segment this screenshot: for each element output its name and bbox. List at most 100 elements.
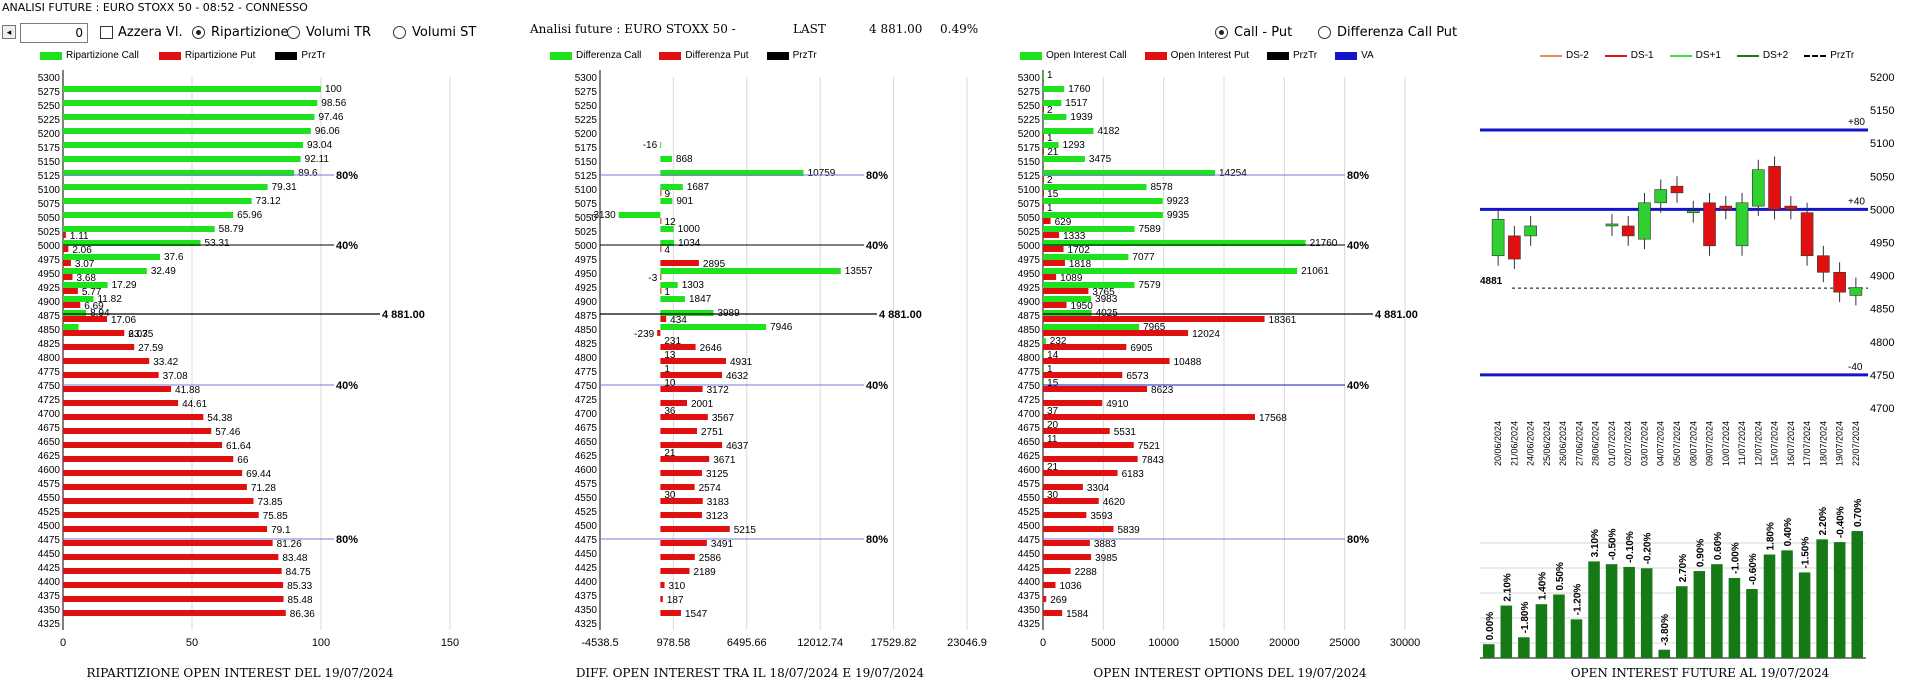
put-value-label: 12024 — [1192, 329, 1220, 340]
radio-volumi-tr[interactable]: Volumi TR — [287, 22, 371, 42]
put-value-label: 15 — [1047, 189, 1059, 200]
put-value-label: 21 — [1047, 147, 1059, 158]
call-bar — [1043, 254, 1129, 260]
strike-label: 4700 — [1018, 409, 1041, 420]
put-bar — [1043, 372, 1123, 378]
put-value-label: 73.85 — [258, 497, 283, 508]
call-value-label: 1760 — [1068, 84, 1091, 95]
call-value-label: 36 — [664, 406, 676, 417]
legend-c3: Open Interest Call Open Interest Put Prz… — [1020, 50, 1374, 61]
strike-label: 4950 — [38, 269, 61, 280]
legend-swatch — [158, 51, 181, 60]
put-bar — [660, 442, 723, 448]
x-tick-label: 10000 — [1148, 637, 1179, 649]
put-value-label: 3671 — [713, 455, 736, 466]
put-bar — [660, 274, 662, 280]
put-bar — [1043, 218, 1051, 224]
azzera-checkbox[interactable]: Azzera Vl. — [100, 22, 183, 42]
put-value-label: 6573 — [1126, 371, 1149, 382]
strike-label: 5150 — [1018, 157, 1041, 168]
strike-label: 4475 — [575, 535, 598, 546]
candle-body — [1605, 223, 1619, 227]
radio-call-put[interactable]: Call - Put — [1215, 22, 1292, 42]
oi-future-label: -0.20% — [1643, 533, 1654, 565]
date-label: 04/07/2024 — [1656, 421, 1666, 466]
put-bar — [63, 414, 204, 420]
put-bar — [660, 344, 696, 350]
strike-label: 4500 — [1018, 521, 1041, 532]
put-bar — [63, 372, 159, 378]
radio-icon[interactable] — [1215, 25, 1228, 39]
y-tick-label: 5000 — [1870, 204, 1894, 216]
put-bar — [660, 246, 662, 252]
legend-c2: Differenza Call Differenza Put PrzTr — [550, 50, 817, 61]
strike-label: 4625 — [38, 451, 61, 462]
level-label: 40% — [336, 240, 358, 252]
call-value-label: 1 — [1047, 70, 1053, 81]
put-bar — [1043, 442, 1134, 448]
call-bar — [1043, 296, 1092, 302]
radio-icon[interactable] — [393, 25, 406, 39]
call-bar — [63, 212, 234, 218]
put-value-label: 1 — [664, 287, 670, 298]
date-label: 16/07/2024 — [1786, 421, 1796, 466]
oi-future-label: 1.40% — [1537, 572, 1548, 600]
strike-label: 4875 — [38, 311, 61, 322]
call-value-label: 58.79 — [219, 224, 244, 235]
put-value-label: 5.77 — [82, 287, 102, 298]
spin-arrow-icon[interactable]: ◂ — [2, 25, 16, 39]
strike-label: 4975 — [575, 255, 598, 266]
oi-future-bar — [1553, 594, 1565, 658]
call-bar — [1043, 338, 1046, 344]
call-bar — [660, 184, 683, 190]
put-bar — [1043, 400, 1103, 406]
call-bar — [660, 282, 678, 288]
put-value-label: 75.85 — [263, 511, 288, 522]
radio-volumi-st-label: Volumi ST — [412, 24, 477, 40]
put-bar — [63, 344, 135, 350]
strike-label: 5150 — [575, 157, 598, 168]
oi-future-bar — [1781, 550, 1793, 658]
put-value-label: 1584 — [1066, 609, 1089, 620]
call-bar — [660, 170, 804, 176]
put-bar — [1043, 274, 1057, 280]
put-value-label: 5215 — [734, 525, 757, 536]
strike-label: 4725 — [38, 395, 61, 406]
date-label: 28/06/2024 — [1591, 421, 1601, 466]
candle-body — [1719, 205, 1733, 210]
checkbox-icon[interactable] — [100, 25, 113, 39]
x-tick-label: 20000 — [1269, 637, 1300, 649]
put-value-label: 17568 — [1259, 413, 1287, 424]
strike-label: 4375 — [1018, 591, 1041, 602]
legend-swatch — [1020, 51, 1042, 60]
put-bar — [657, 330, 661, 336]
put-value-label: 3125 — [706, 469, 729, 480]
call-bar — [1043, 72, 1044, 78]
radio-call-put-label: Call - Put — [1234, 24, 1293, 40]
put-value-label: 85.48 — [288, 595, 313, 606]
legend-label: PrzTr — [792, 50, 817, 61]
radio-ripartizione[interactable]: Ripartizione — [192, 22, 289, 42]
value-input[interactable]: 0 — [20, 23, 88, 43]
put-value-label: 4931 — [730, 357, 753, 368]
oi-future-label: -1.50% — [1801, 537, 1812, 569]
radio-diff-call-put[interactable]: Differenza Call Put — [1318, 22, 1457, 42]
strike-label: 5250 — [575, 101, 598, 112]
radio-icon[interactable] — [192, 25, 205, 39]
y-tick-label: 4850 — [1870, 304, 1894, 316]
level-label: 40% — [1347, 240, 1369, 252]
call-bar — [63, 86, 321, 92]
radio-icon[interactable] — [1318, 25, 1331, 39]
call-value-label: 7589 — [1139, 224, 1162, 235]
oi-future-bar — [1851, 531, 1863, 658]
y-tick-label: 4700 — [1870, 403, 1894, 415]
put-value-label: 17.06 — [111, 315, 136, 326]
call-value-label: 9923 — [1167, 196, 1190, 207]
put-value-label: 4 — [664, 245, 670, 256]
put-value-label: 86.36 — [290, 609, 315, 620]
put-value-label: 1 — [1047, 203, 1053, 214]
radio-volumi-st[interactable]: Volumi ST — [393, 22, 476, 42]
legend-c4: DS-2 DS-1 DS+1 DS+2 PrzTr — [1540, 50, 1854, 61]
call-bar — [63, 184, 268, 190]
radio-icon[interactable] — [287, 25, 300, 39]
